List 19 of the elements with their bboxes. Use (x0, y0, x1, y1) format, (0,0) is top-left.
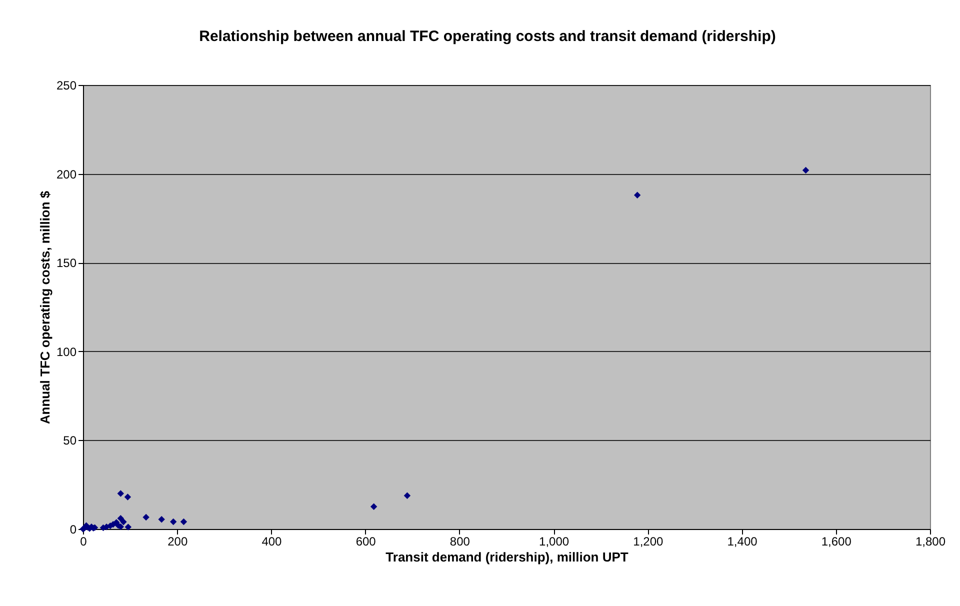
x-axis-title: Transit demand (ridership), million UPT (386, 550, 628, 564)
x-tick-label: 200 (168, 534, 188, 548)
x-tick-label: 400 (262, 534, 282, 548)
x-tick-label: 600 (356, 534, 376, 548)
x-tick-label: 1,200 (633, 534, 664, 548)
x-tick-label: 1,600 (821, 534, 852, 548)
chart-title: Relationship between annual TFC operating costs and transit demand (ridership) (199, 28, 776, 45)
y-tick-label: 100 (56, 344, 77, 359)
x-tick-label: 0 (80, 534, 88, 548)
y-tick-label: 200 (56, 167, 77, 182)
y-axis-title: Annual TFC operating costs, million $ (37, 190, 52, 424)
x-tick-label: 1,000 (539, 534, 570, 548)
x-tick-label: 1,400 (727, 534, 758, 548)
y-tick-label: 250 (56, 78, 77, 92)
y-tick-label: 50 (63, 434, 77, 448)
x-tick-label: 800 (450, 534, 470, 548)
x-tick-label: 1,800 (915, 534, 946, 548)
y-tick-label: 150 (56, 256, 77, 270)
y-tick-label: 0 (70, 522, 77, 536)
